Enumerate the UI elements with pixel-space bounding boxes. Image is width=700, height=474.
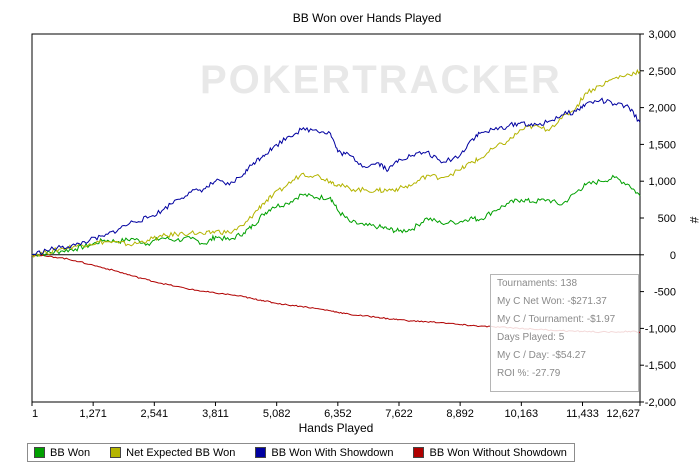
x-tick-label: 3,811 — [202, 408, 229, 420]
stat-per-tournament: My C / Tournament: -$1.97 — [497, 314, 616, 325]
x-tick-label: 6,352 — [324, 408, 352, 420]
watermark-logo: POKERTRACKER — [200, 58, 562, 102]
x-tick-label: 11,433 — [566, 408, 599, 420]
legend-swatch — [255, 447, 267, 458]
legend-label: BB Won With Showdown — [271, 446, 394, 459]
legend-swatch — [413, 447, 425, 458]
y-tick-label: -1,000 — [645, 323, 676, 335]
x-tick-label: 1,271 — [79, 408, 107, 420]
x-tick-label: 8,892 — [446, 408, 474, 420]
stat-tournaments: Tournaments: 138 — [497, 278, 578, 289]
stat-net-won: My C Net Won: -$271.37 — [497, 296, 607, 307]
legend-item-with-showdown: BB Won With Showdown — [255, 447, 393, 459]
stat-roi: ROI %: -27.79 — [497, 368, 561, 379]
x-tick-label: 7,622 — [385, 408, 413, 420]
series-line-bb-won — [31, 174, 641, 257]
x-tick-label: 10,163 — [505, 408, 539, 420]
y-axis-label: # — [687, 217, 700, 224]
y-tick-label: 1,500 — [648, 139, 676, 151]
y-tick-label: -2,000 — [645, 397, 676, 409]
chart-title: BB Won over Hands Played — [293, 11, 442, 25]
y-tick-label: 2,500 — [648, 66, 676, 78]
x-tick-label: 5,082 — [263, 408, 291, 420]
legend-swatch — [110, 447, 122, 458]
series-line-bb-won-with-showdown — [31, 97, 641, 256]
y-tick-label: 2,000 — [648, 103, 676, 115]
y-tick-label: -500 — [654, 287, 676, 299]
legend: BB Won Net Expected BB Won BB Won With S… — [27, 443, 575, 462]
legend-label: BB Won Without Showdown — [429, 446, 567, 459]
y-tick-label: 3,000 — [648, 29, 676, 41]
x-tick-label: 2,541 — [141, 408, 169, 420]
stats-box: Tournaments: 138 My C Net Won: -$271.37 … — [490, 274, 639, 392]
legend-item-net-expected: Net Expected BB Won — [110, 447, 235, 459]
y-tick-label: -1,500 — [645, 360, 676, 372]
legend-item-bb-won: BB Won — [34, 447, 90, 459]
y-tick-label: 0 — [670, 250, 676, 262]
x-tick-label: 12,627 — [606, 408, 640, 420]
y-tick-label: 1,000 — [648, 176, 676, 188]
stat-days-played: Days Played: 5 — [497, 332, 565, 343]
stat-per-day: My C / Day: -$54.27 — [497, 350, 586, 361]
x-tick-label: 1 — [32, 408, 38, 420]
legend-swatch — [34, 447, 45, 458]
series-line-net-expected-bb-won — [31, 68, 641, 258]
legend-item-without-showdown: BB Won Without Showdown — [413, 446, 567, 459]
x-axis-label: Hands Played — [299, 421, 374, 435]
legend-label: Net Expected BB Won — [126, 446, 236, 459]
legend-label: BB Won — [50, 446, 91, 459]
y-tick-label: 500 — [658, 213, 676, 225]
